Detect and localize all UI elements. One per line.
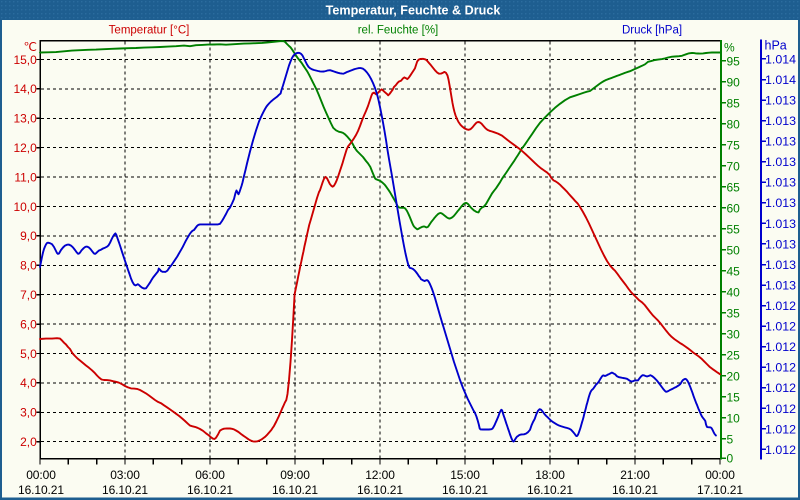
svg-text:16.10.21: 16.10.21 (272, 483, 318, 497)
svg-text:1.013: 1.013 (765, 196, 796, 210)
svg-text:1.012: 1.012 (765, 381, 796, 395)
svg-text:7,0: 7,0 (20, 288, 37, 302)
svg-text:17.10.21: 17.10.21 (697, 483, 743, 497)
svg-text:1.012: 1.012 (765, 299, 796, 313)
svg-text:rel. Feuchte [%]: rel. Feuchte [%] (358, 25, 439, 37)
svg-text:1.012: 1.012 (765, 320, 796, 334)
svg-text:35: 35 (727, 306, 741, 320)
svg-text:1.014: 1.014 (765, 52, 796, 66)
svg-text:1.013: 1.013 (765, 176, 796, 190)
svg-text:0: 0 (727, 452, 734, 466)
svg-text:85: 85 (727, 96, 741, 110)
svg-text:16.10.21: 16.10.21 (102, 483, 148, 497)
svg-text:9,0: 9,0 (20, 229, 37, 243)
svg-text:3,0: 3,0 (20, 406, 37, 420)
svg-text:70: 70 (727, 159, 741, 173)
svg-text:21:00: 21:00 (620, 468, 650, 482)
svg-text:95: 95 (727, 54, 741, 68)
svg-text:1.012: 1.012 (765, 422, 796, 436)
svg-text:hPa: hPa (765, 39, 787, 53)
svg-text:16.10.21: 16.10.21 (612, 483, 658, 497)
svg-text:45: 45 (727, 264, 741, 278)
svg-text:30: 30 (727, 327, 741, 341)
svg-text:80: 80 (727, 117, 741, 131)
svg-text:15: 15 (727, 390, 741, 404)
svg-text:60: 60 (727, 201, 741, 215)
svg-text:1.013: 1.013 (765, 258, 796, 272)
svg-text:Temperatur, Feuchte & Druck: Temperatur, Feuchte & Druck (326, 4, 502, 18)
svg-text:1.013: 1.013 (765, 94, 796, 108)
svg-text:03:00: 03:00 (110, 468, 140, 482)
svg-text:90: 90 (727, 75, 741, 89)
svg-text:4,0: 4,0 (20, 376, 37, 390)
svg-text:1.012: 1.012 (765, 443, 796, 457)
svg-text:20: 20 (727, 369, 741, 383)
svg-text:55: 55 (727, 222, 741, 236)
svg-text:Temperatur [°C]: Temperatur [°C] (109, 25, 190, 37)
svg-text:16.10.21: 16.10.21 (442, 483, 488, 497)
svg-text:16.10.21: 16.10.21 (187, 483, 233, 497)
svg-text:15,0: 15,0 (13, 53, 37, 67)
svg-text:1.012: 1.012 (765, 340, 796, 354)
svg-text:1.014: 1.014 (765, 73, 796, 87)
svg-text:12:00: 12:00 (365, 468, 395, 482)
svg-text:75: 75 (727, 138, 741, 152)
svg-text:40: 40 (727, 285, 741, 299)
svg-text:1.013: 1.013 (765, 155, 796, 169)
svg-text:8,0: 8,0 (20, 259, 37, 273)
svg-text:10,0: 10,0 (13, 200, 37, 214)
svg-text:16.10.21: 16.10.21 (18, 483, 64, 497)
svg-text:00:00: 00:00 (705, 468, 735, 482)
svg-text:11,0: 11,0 (14, 170, 37, 184)
svg-text:6,0: 6,0 (20, 317, 37, 331)
svg-text:16.10.21: 16.10.21 (527, 483, 573, 497)
svg-text:1.012: 1.012 (765, 361, 796, 375)
svg-text:Druck [hPa]: Druck [hPa] (622, 25, 682, 37)
svg-text:09:00: 09:00 (280, 468, 310, 482)
svg-text:10: 10 (727, 411, 741, 425)
svg-text:15:00: 15:00 (450, 468, 480, 482)
svg-text:12,0: 12,0 (13, 141, 37, 155)
svg-text:1.013: 1.013 (765, 237, 796, 251)
svg-text:1.013: 1.013 (765, 278, 796, 292)
svg-text:%: % (724, 41, 735, 55)
svg-text:06:00: 06:00 (195, 468, 225, 482)
svg-text:5,0: 5,0 (20, 347, 37, 361)
svg-text:2,0: 2,0 (20, 435, 37, 449)
svg-text:65: 65 (727, 180, 741, 194)
svg-text:13,0: 13,0 (13, 112, 37, 126)
svg-text:25: 25 (727, 348, 741, 362)
svg-text:16.10.21: 16.10.21 (357, 483, 403, 497)
svg-text:℃: ℃ (24, 40, 37, 54)
svg-text:1.013: 1.013 (765, 135, 796, 149)
svg-text:14,0: 14,0 (13, 82, 37, 96)
svg-text:5: 5 (727, 432, 734, 446)
svg-text:1.013: 1.013 (765, 217, 796, 231)
svg-text:1.013: 1.013 (765, 114, 796, 128)
svg-text:18:00: 18:00 (535, 468, 565, 482)
svg-text:1.012: 1.012 (765, 402, 796, 416)
svg-text:00:00: 00:00 (26, 468, 56, 482)
svg-text:50: 50 (727, 243, 741, 257)
